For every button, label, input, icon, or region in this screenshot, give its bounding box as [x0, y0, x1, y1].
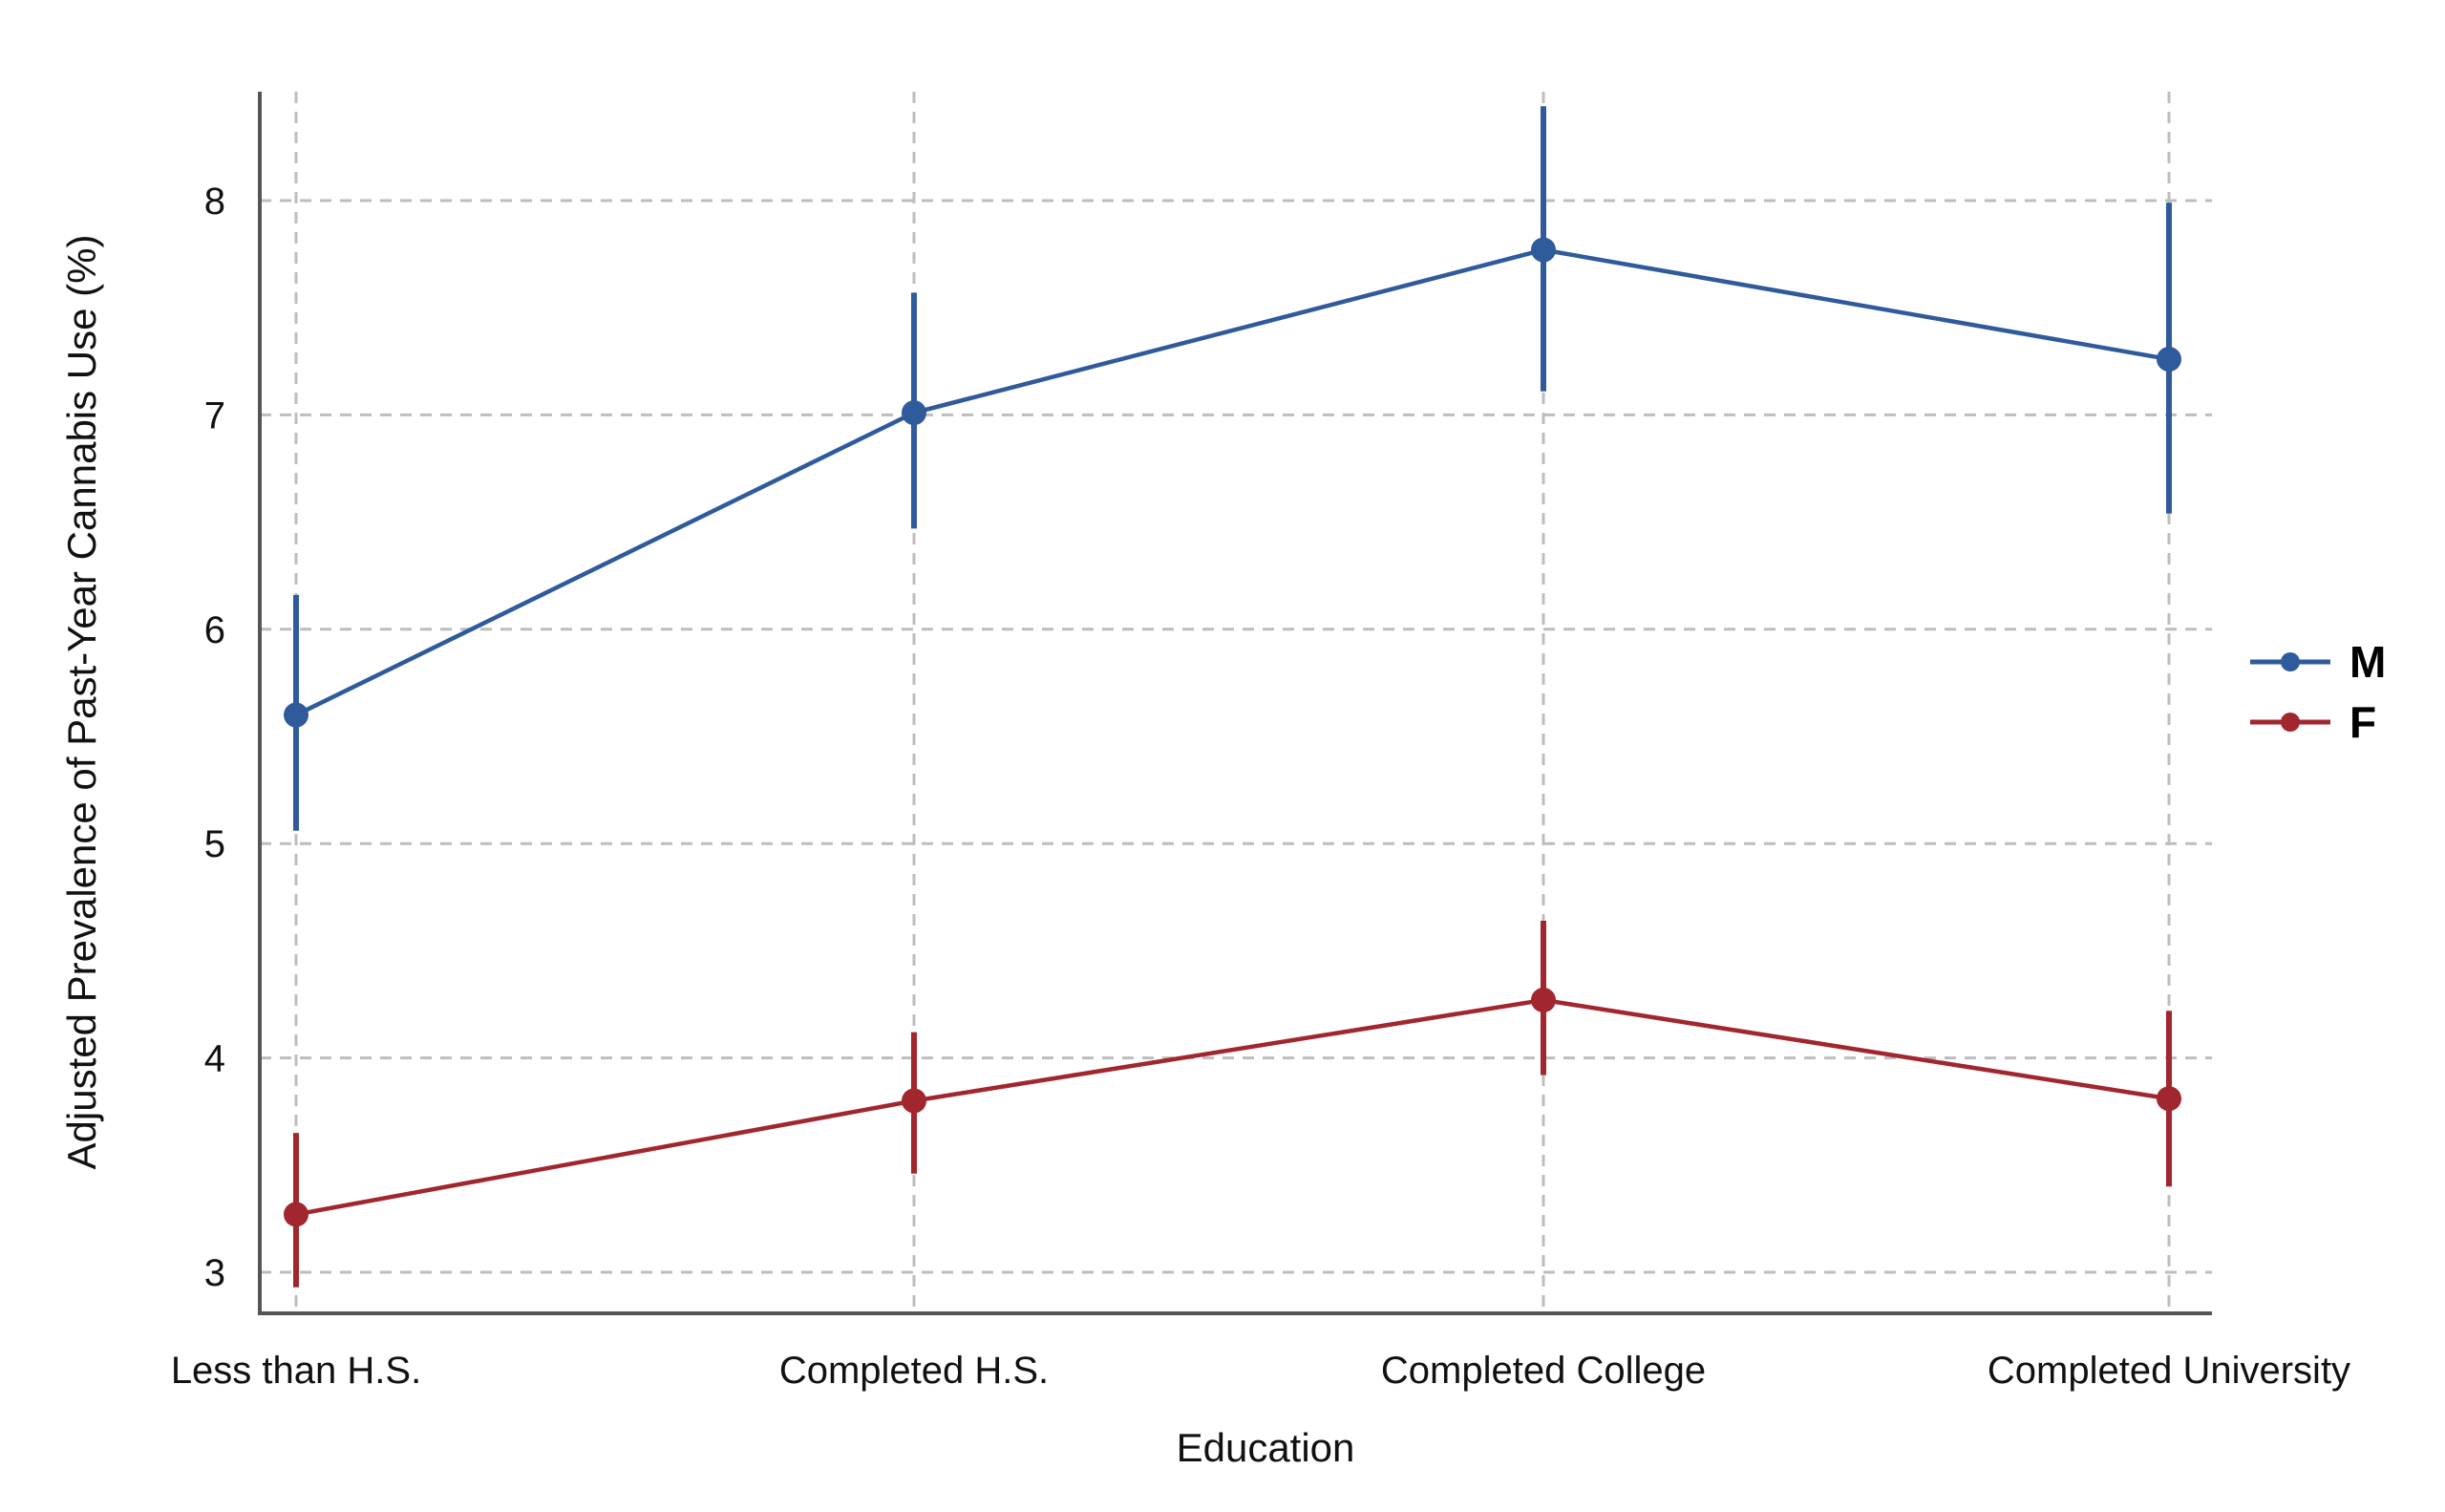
y-tick-label: 4 — [204, 1038, 225, 1080]
data-point — [2157, 1086, 2181, 1112]
series-f — [284, 920, 2181, 1288]
legend-label: M — [2349, 637, 2386, 687]
legend-swatch-marker — [2281, 652, 2300, 671]
grid — [260, 92, 2212, 1313]
y-tick-label: 6 — [204, 609, 225, 651]
legend-label: F — [2349, 697, 2376, 747]
data-point — [902, 1088, 926, 1114]
y-ticks: 3 4 5 6 7 8 — [204, 181, 225, 1294]
axes — [258, 92, 2212, 1315]
series-m — [284, 106, 2181, 831]
data-point — [2157, 347, 2181, 373]
series-line — [295, 247, 2170, 717]
series-line — [295, 997, 2170, 1217]
data-point — [902, 400, 926, 426]
x-tick-label: Completed College — [1381, 1350, 1706, 1392]
x-tick-label: Completed University — [1988, 1350, 2350, 1392]
y-tick-label: 8 — [204, 181, 225, 223]
x-ticks: Less than H.S. Completed H.S. Completed Co… — [171, 1350, 2350, 1392]
y-tick-label: 5 — [204, 823, 225, 865]
x-tick-label: Completed H.S. — [779, 1350, 1049, 1392]
legend: MF — [2250, 637, 2386, 747]
y-tick-label: 7 — [204, 394, 225, 437]
data-point — [284, 702, 308, 728]
x-axis-title: Education — [1177, 1425, 1355, 1470]
y-tick-label: 3 — [204, 1252, 225, 1294]
data-point — [284, 1202, 308, 1227]
y-axis-title: Adjusted Prevalence of Past-Year Cannabi… — [59, 235, 104, 1170]
data-point — [1531, 237, 1556, 263]
legend-item-m: M — [2250, 637, 2386, 687]
data-point — [1531, 988, 1556, 1013]
legend-swatch-marker — [2281, 713, 2300, 732]
legend-item-f: F — [2250, 697, 2376, 747]
x-tick-label: Less than H.S. — [171, 1350, 421, 1392]
series — [284, 106, 2181, 1288]
